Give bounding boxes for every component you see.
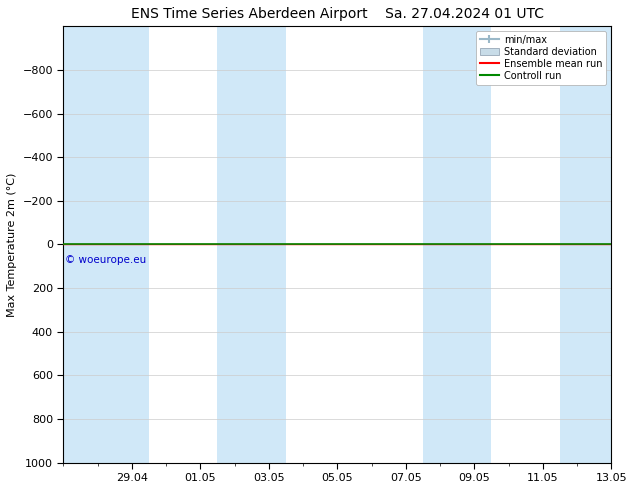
- Legend: min/max, Standard deviation, Ensemble mean run, Controll run: min/max, Standard deviation, Ensemble me…: [476, 31, 606, 85]
- Bar: [217, 26, 286, 463]
- Text: © woeurope.eu: © woeurope.eu: [65, 255, 146, 266]
- Y-axis label: Max Temperature 2m (°C): Max Temperature 2m (°C): [7, 172, 17, 317]
- Bar: [560, 26, 611, 463]
- Bar: [423, 26, 491, 463]
- Bar: [63, 26, 149, 463]
- Title: ENS Time Series Aberdeen Airport    Sa. 27.04.2024 01 UTC: ENS Time Series Aberdeen Airport Sa. 27.…: [131, 7, 544, 21]
